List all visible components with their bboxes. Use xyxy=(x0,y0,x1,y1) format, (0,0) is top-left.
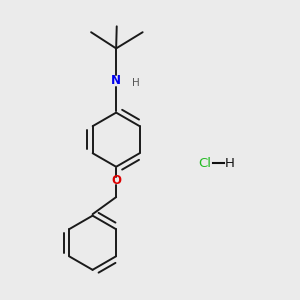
Text: N: N xyxy=(111,74,121,87)
Text: H: H xyxy=(225,157,235,170)
Text: Cl: Cl xyxy=(198,157,211,170)
Text: H: H xyxy=(132,78,140,88)
Text: O: O xyxy=(111,174,121,188)
